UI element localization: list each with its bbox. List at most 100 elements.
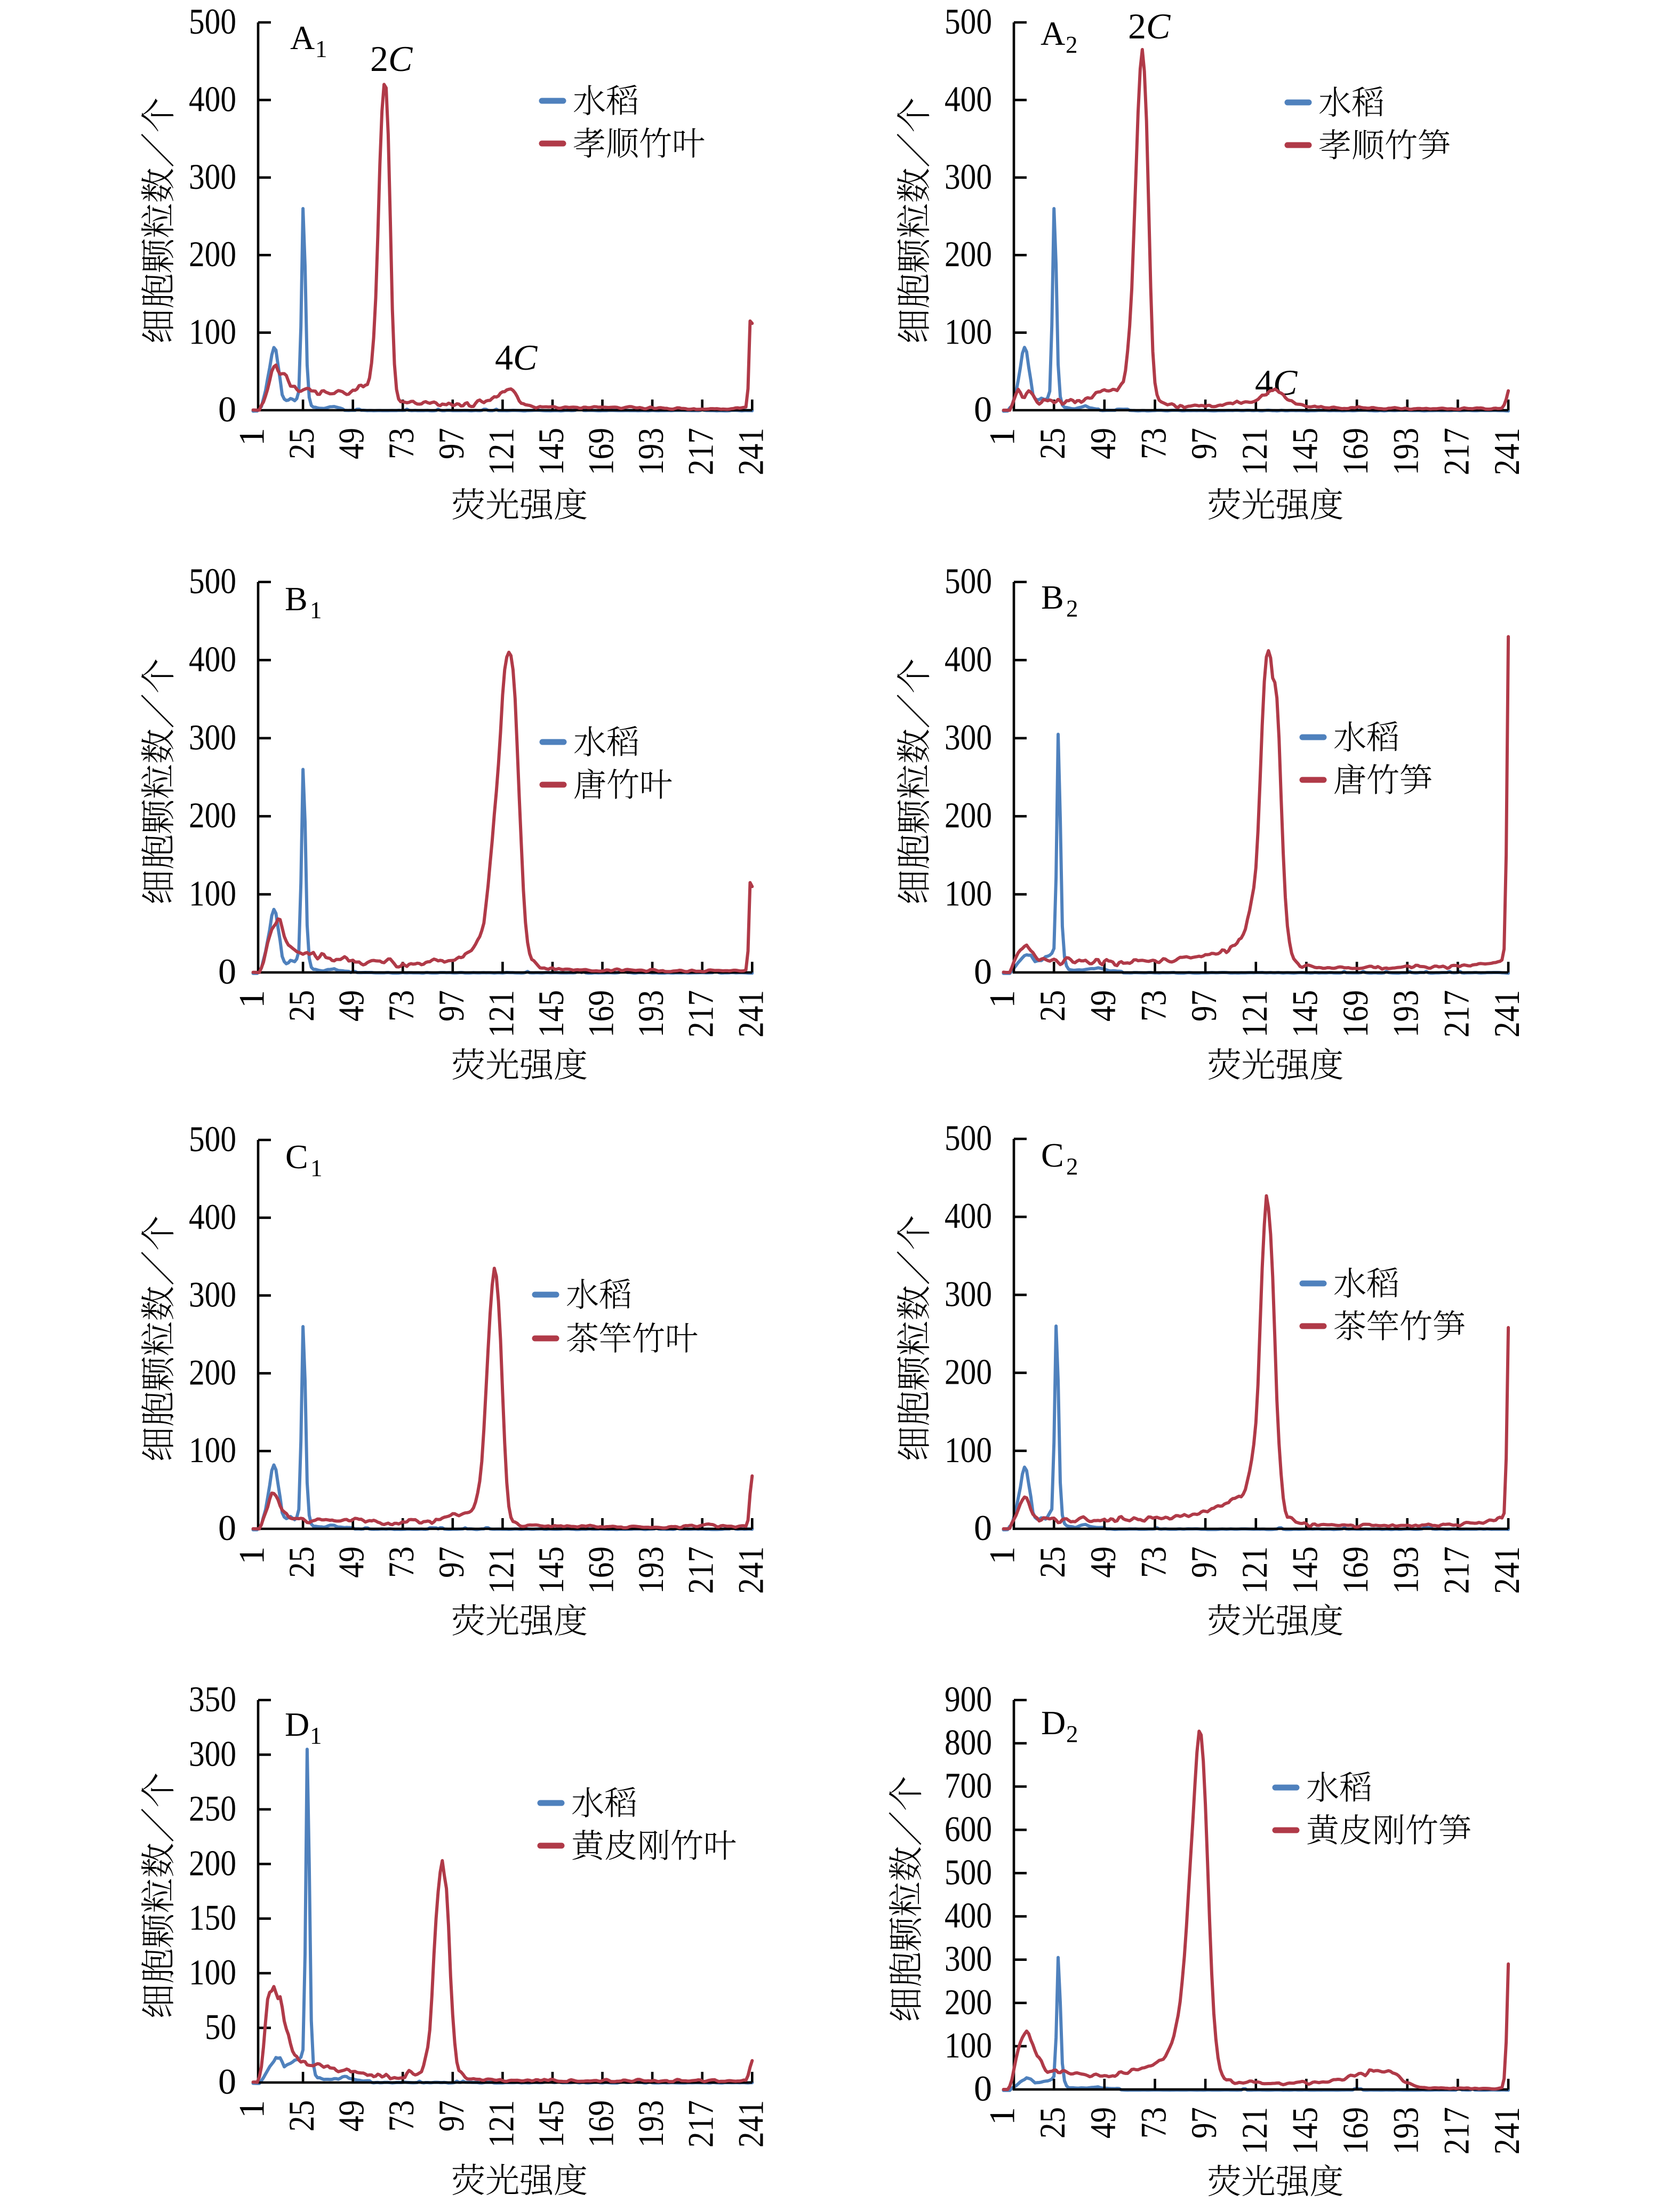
svg-text:400: 400 xyxy=(189,78,236,119)
svg-text:200: 200 xyxy=(189,1352,236,1392)
svg-text:2: 2 xyxy=(1066,1721,1078,1748)
svg-text:145: 145 xyxy=(531,2100,571,2148)
svg-text:121: 121 xyxy=(481,990,521,1038)
svg-text:121: 121 xyxy=(481,428,521,475)
svg-text:49: 49 xyxy=(331,428,372,459)
svg-text:193: 193 xyxy=(630,1546,671,1594)
svg-text:217: 217 xyxy=(1436,2107,1476,2155)
svg-text:73: 73 xyxy=(381,990,421,1022)
svg-text:100: 100 xyxy=(945,312,992,352)
svg-text:A: A xyxy=(290,19,315,57)
svg-text:1: 1 xyxy=(982,428,1022,446)
svg-text:2: 2 xyxy=(1066,1153,1078,1180)
svg-text:B: B xyxy=(285,580,308,618)
svg-text:900: 900 xyxy=(945,1679,992,1719)
svg-text:1: 1 xyxy=(982,1546,1022,1565)
svg-text:1: 1 xyxy=(310,1722,322,1749)
svg-text:1: 1 xyxy=(231,990,272,1008)
svg-text:217: 217 xyxy=(1436,428,1476,475)
svg-text:97: 97 xyxy=(431,990,471,1022)
svg-text:300: 300 xyxy=(945,1938,992,1979)
svg-text:200: 200 xyxy=(189,1842,236,1883)
svg-text:D: D xyxy=(285,1705,309,1743)
svg-text:145: 145 xyxy=(531,1546,571,1594)
svg-text:0: 0 xyxy=(218,389,236,429)
svg-text:100: 100 xyxy=(189,312,236,352)
svg-text:B: B xyxy=(1041,578,1064,616)
svg-text:4C: 4C xyxy=(495,337,538,378)
svg-text:300: 300 xyxy=(189,717,236,757)
svg-text:193: 193 xyxy=(1386,1546,1426,1594)
svg-text:300: 300 xyxy=(945,717,992,757)
svg-text:4C: 4C xyxy=(1255,362,1298,403)
svg-text:400: 400 xyxy=(189,639,236,679)
svg-text:300: 300 xyxy=(945,1273,992,1314)
svg-text:400: 400 xyxy=(945,78,992,119)
svg-text:100: 100 xyxy=(945,2025,992,2065)
svg-text:400: 400 xyxy=(945,639,992,679)
svg-text:145: 145 xyxy=(531,428,571,475)
svg-text:300: 300 xyxy=(189,1733,236,1774)
svg-text:193: 193 xyxy=(630,2100,671,2148)
svg-text:50: 50 xyxy=(205,2007,236,2047)
svg-text:97: 97 xyxy=(1183,2107,1224,2139)
svg-text:350: 350 xyxy=(189,1679,236,1719)
svg-text:145: 145 xyxy=(531,990,571,1038)
svg-text:193: 193 xyxy=(1386,990,1426,1038)
svg-text:169: 169 xyxy=(581,428,621,475)
svg-text:500: 500 xyxy=(945,1,992,42)
svg-text:400: 400 xyxy=(945,1895,992,1936)
svg-text:169: 169 xyxy=(1335,1546,1375,1594)
svg-text:97: 97 xyxy=(431,428,471,459)
svg-text:200: 200 xyxy=(945,234,992,274)
svg-text:217: 217 xyxy=(681,1546,721,1594)
svg-text:145: 145 xyxy=(1284,990,1325,1038)
svg-text:241: 241 xyxy=(1486,990,1527,1038)
svg-text:169: 169 xyxy=(1335,990,1375,1038)
svg-text:400: 400 xyxy=(189,1196,236,1237)
svg-text:241: 241 xyxy=(730,1546,771,1594)
svg-text:1: 1 xyxy=(982,2107,1022,2125)
svg-text:500: 500 xyxy=(189,561,236,601)
svg-text:100: 100 xyxy=(945,1430,992,1470)
svg-text:25: 25 xyxy=(281,428,322,459)
svg-text:1: 1 xyxy=(982,990,1022,1008)
svg-text:100: 100 xyxy=(945,873,992,914)
svg-text:0: 0 xyxy=(974,951,992,992)
svg-text:217: 217 xyxy=(681,990,721,1038)
svg-text:73: 73 xyxy=(1133,990,1174,1022)
svg-text:49: 49 xyxy=(1083,990,1123,1022)
svg-text:73: 73 xyxy=(381,1546,421,1578)
svg-text:400: 400 xyxy=(945,1195,992,1236)
svg-text:0: 0 xyxy=(974,1507,992,1548)
svg-text:200: 200 xyxy=(945,1982,992,2022)
svg-text:193: 193 xyxy=(1386,428,1426,475)
svg-text:200: 200 xyxy=(189,795,236,835)
svg-text:200: 200 xyxy=(945,795,992,835)
svg-text:700: 700 xyxy=(945,1765,992,1806)
svg-text:C: C xyxy=(285,1138,308,1176)
svg-text:241: 241 xyxy=(1486,1546,1527,1594)
svg-text:193: 193 xyxy=(1386,2107,1426,2155)
svg-text:169: 169 xyxy=(581,2100,621,2148)
svg-text:200: 200 xyxy=(189,234,236,274)
svg-text:49: 49 xyxy=(1083,1546,1123,1578)
svg-text:500: 500 xyxy=(189,1119,236,1159)
svg-text:97: 97 xyxy=(431,1546,471,1578)
svg-text:100: 100 xyxy=(189,873,236,914)
svg-text:169: 169 xyxy=(581,1546,621,1594)
svg-text:2: 2 xyxy=(1066,595,1078,622)
svg-text:73: 73 xyxy=(1133,2107,1174,2139)
svg-text:25: 25 xyxy=(1032,1546,1073,1578)
svg-text:49: 49 xyxy=(1083,2107,1123,2139)
svg-text:145: 145 xyxy=(1284,428,1325,475)
svg-text:2C: 2C xyxy=(370,38,413,79)
svg-text:0: 0 xyxy=(218,2061,236,2102)
svg-text:600: 600 xyxy=(945,1808,992,1849)
svg-text:250: 250 xyxy=(189,1788,236,1829)
svg-text:49: 49 xyxy=(1083,428,1123,459)
svg-text:25: 25 xyxy=(281,1546,322,1578)
svg-text:0: 0 xyxy=(218,951,236,992)
svg-text:121: 121 xyxy=(1234,990,1275,1038)
svg-text:217: 217 xyxy=(681,2100,721,2148)
